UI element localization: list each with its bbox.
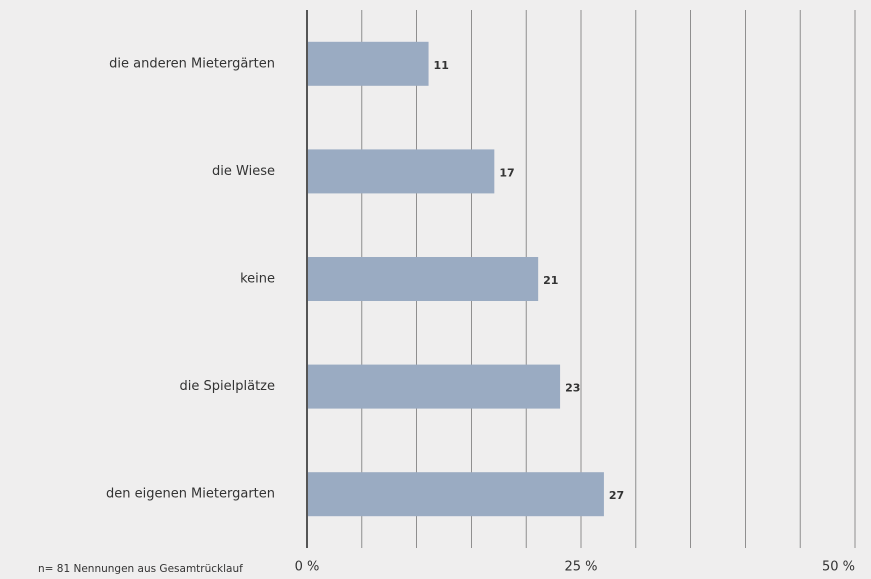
x-tick-label: 0 % xyxy=(295,560,320,575)
value-label: 21 xyxy=(543,274,558,287)
x-tick-label: 25 % xyxy=(564,560,597,575)
bar xyxy=(308,41,429,86)
value-label: 27 xyxy=(609,489,624,502)
category-label: die anderen Mietergärten xyxy=(109,56,275,71)
category-label: keine xyxy=(240,272,275,287)
bar xyxy=(308,149,495,194)
bar xyxy=(308,364,561,409)
category-label: die Spielplätze xyxy=(180,379,275,394)
bar xyxy=(308,472,604,517)
x-tick-label: 50 % xyxy=(822,560,855,575)
value-label: 17 xyxy=(499,166,514,179)
value-label: 23 xyxy=(565,382,580,395)
note: n= 81 Nennungen aus Gesamtrücklauf xyxy=(38,563,243,575)
category-label: den eigenen Mietergarten xyxy=(106,487,275,502)
bar xyxy=(308,257,539,301)
value-label: 11 xyxy=(434,59,449,72)
category-label: die Wiese xyxy=(212,164,275,179)
